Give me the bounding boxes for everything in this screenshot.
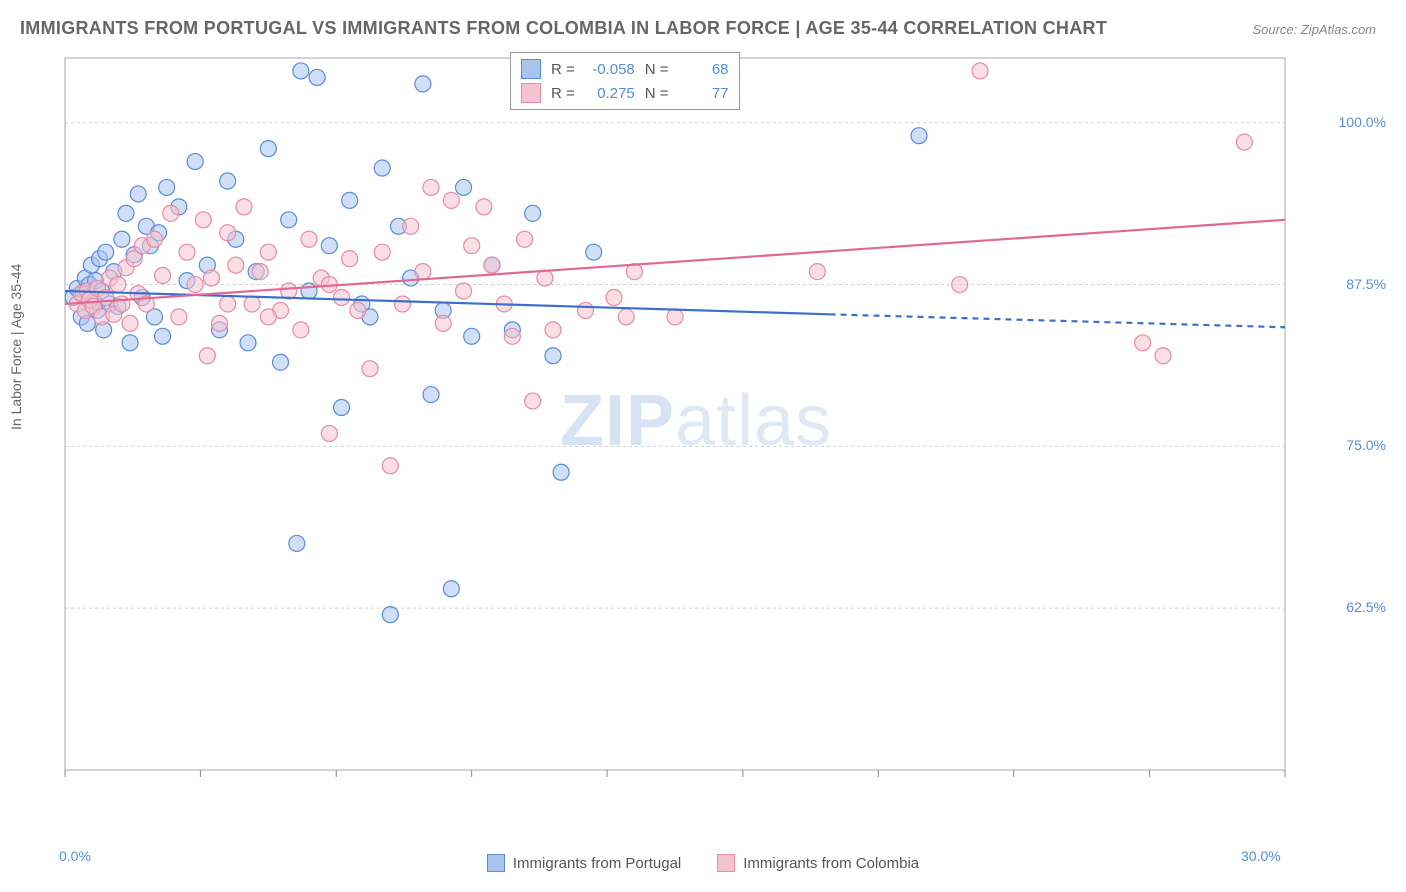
stats-row-colombia: R = 0.275 N = 77 [521,81,729,105]
chart-title: IMMIGRANTS FROM PORTUGAL VS IMMIGRANTS F… [20,18,1107,39]
legend-swatch-portugal-icon [487,854,505,872]
stats-legend-box: R = -0.058 N = 68 R = 0.275 N = 77 [510,52,740,110]
ytick-label: 62.5% [1346,599,1386,615]
swatch-portugal-icon [521,59,541,79]
n-value-portugal: 68 [679,61,729,78]
legend-label-colombia: Immigrants from Colombia [743,855,919,872]
n-label: N = [645,85,669,102]
scatter-svg [55,50,1345,810]
xtick-label: 0.0% [59,848,91,864]
legend-swatch-colombia-icon [717,854,735,872]
y-axis-label: In Labor Force | Age 35-44 [8,264,24,430]
swatch-colombia-icon [521,83,541,103]
xtick-label: 30.0% [1241,848,1281,864]
legend-portugal: Immigrants from Portugal [487,854,681,872]
stats-row-portugal: R = -0.058 N = 68 [521,57,729,81]
plot-area [55,50,1345,810]
ytick-label: 100.0% [1339,114,1386,130]
n-value-colombia: 77 [679,85,729,102]
r-label: R = [551,85,575,102]
r-value-colombia: 0.275 [585,85,635,102]
source-attribution: Source: ZipAtlas.com [1252,22,1376,37]
r-value-portugal: -0.058 [585,61,635,78]
r-label: R = [551,61,575,78]
ytick-label: 87.5% [1346,276,1386,292]
ytick-label: 75.0% [1346,437,1386,453]
n-label: N = [645,61,669,78]
legend-label-portugal: Immigrants from Portugal [513,855,681,872]
legend-colombia: Immigrants from Colombia [717,854,919,872]
bottom-legend: Immigrants from Portugal Immigrants from… [0,854,1406,872]
